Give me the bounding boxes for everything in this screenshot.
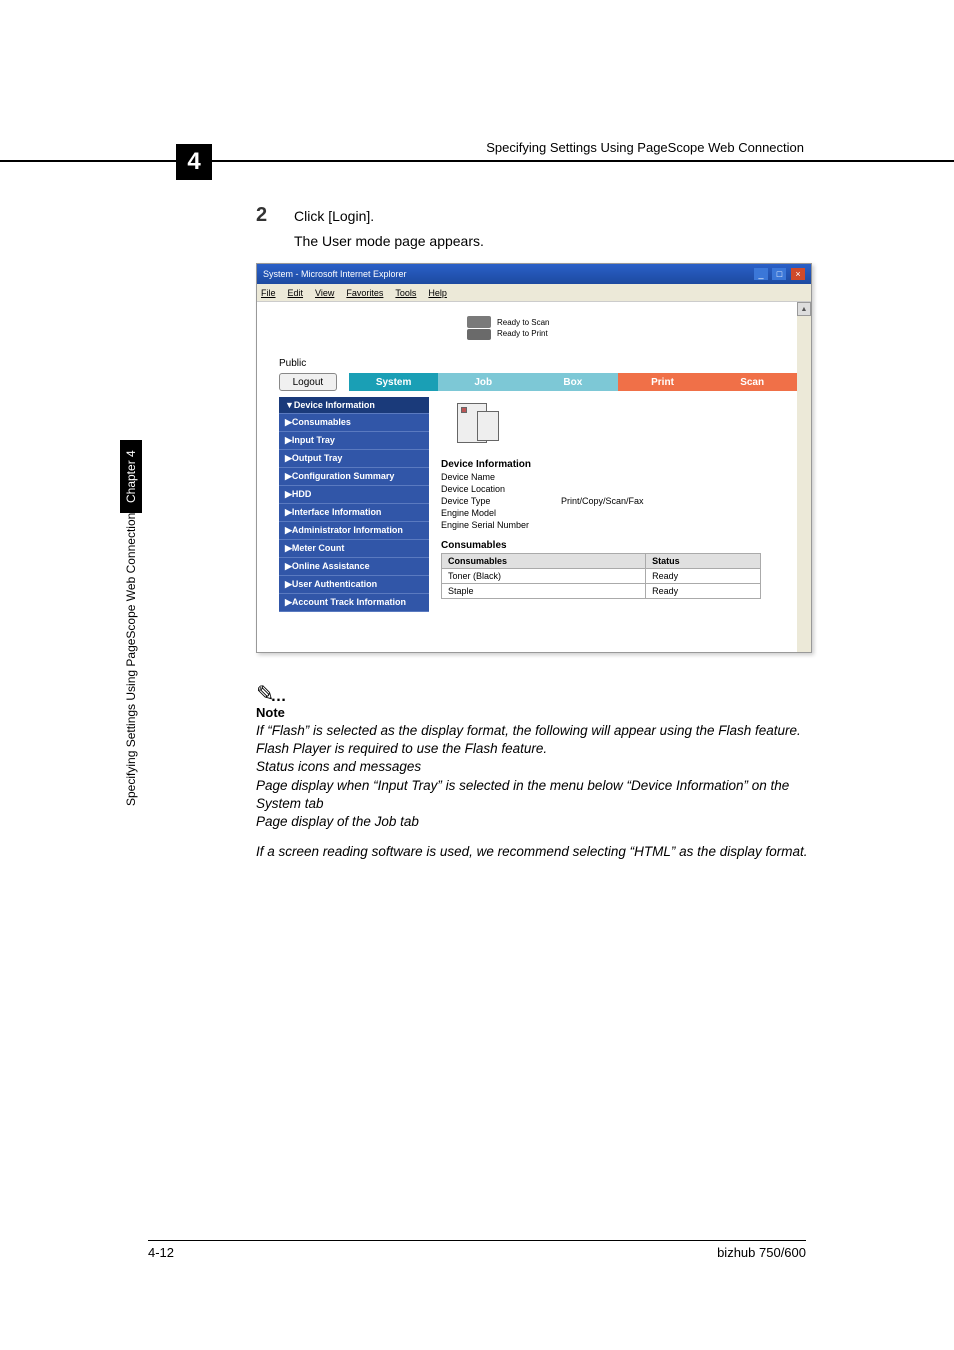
scroll-up-icon[interactable]: ▲ xyxy=(797,302,811,316)
screenshot-body: Ready to Scan Ready to Print Public Logo… xyxy=(257,302,797,652)
nav-account-track[interactable]: ▶Account Track Information xyxy=(279,594,429,612)
menubar: File Edit View Favorites Tools Help xyxy=(257,284,811,302)
nav-input-tray[interactable]: ▶Input Tray xyxy=(279,432,429,450)
screenshot: System - Microsoft Internet Explorer _ □… xyxy=(256,263,812,653)
side-tab-chapter: Chapter 4 xyxy=(120,440,142,513)
note-dots: … xyxy=(270,688,286,705)
menu-view[interactable]: View xyxy=(315,288,334,298)
logout-button[interactable]: Logout xyxy=(279,373,337,391)
info-row: Engine Serial Number xyxy=(441,520,785,530)
menu-file[interactable]: File xyxy=(261,288,276,298)
tab-system[interactable]: System xyxy=(349,373,439,391)
maximize-icon[interactable]: □ xyxy=(772,268,786,280)
info-device-type-l: Device Type xyxy=(441,496,561,506)
col-consumables: Consumables xyxy=(442,554,646,569)
note-body: If “Flash” is selected as the display fo… xyxy=(256,722,812,862)
tab-box[interactable]: Box xyxy=(528,373,618,391)
info-row: Device TypePrint/Copy/Scan/Fax xyxy=(441,496,785,506)
menu-edit[interactable]: Edit xyxy=(288,288,304,298)
cell: Ready xyxy=(646,584,761,599)
public-label: Public xyxy=(279,358,797,369)
menu-tools[interactable]: Tools xyxy=(395,288,416,298)
cell: Ready xyxy=(646,569,761,584)
sidebar-nav: ▼Device Information ▶Consumables ▶Input … xyxy=(279,397,429,612)
table-header-row: Consumables Status xyxy=(442,554,761,569)
nav-online-assist[interactable]: ▶Online Assistance xyxy=(279,558,429,576)
close-icon[interactable]: × xyxy=(791,268,805,280)
note-p5: If a screen reading software is used, we… xyxy=(256,843,812,861)
status-lines: Ready to Scan Ready to Print xyxy=(497,317,549,339)
device-image xyxy=(451,397,505,451)
note-p4: Page display of the Job tab xyxy=(256,813,812,831)
info-row: Engine Model xyxy=(441,508,785,518)
nav-output-tray[interactable]: ▶Output Tray xyxy=(279,450,429,468)
window-buttons: _ □ × xyxy=(752,268,805,280)
nav-admin-info[interactable]: ▶Administrator Information xyxy=(279,522,429,540)
info-row: Device Name xyxy=(441,472,785,482)
side-tab: Specifying Settings Using PageScope Web … xyxy=(120,440,142,816)
menu-help[interactable]: Help xyxy=(428,288,447,298)
footer: 4-12 bizhub 750/600 xyxy=(148,1240,806,1260)
info-engine-sn-l: Engine Serial Number xyxy=(441,520,561,530)
cell: Toner (Black) xyxy=(442,569,646,584)
consumables-table: Consumables Status Toner (Black) Ready S… xyxy=(441,553,761,599)
tab-scan[interactable]: Scan xyxy=(707,373,797,391)
tab-job[interactable]: Job xyxy=(438,373,528,391)
device-info-header: Device Information xyxy=(441,459,785,470)
header-title: Specifying Settings Using PageScope Web … xyxy=(486,140,804,155)
status-line-2: Ready to Print xyxy=(497,328,549,339)
nav-config-summary[interactable]: ▶Configuration Summary xyxy=(279,468,429,486)
note-block: ✎… Note If “Flash” is selected as the di… xyxy=(256,681,812,862)
note-label: Note xyxy=(256,705,812,720)
screenshot-right: Device Information Device Name Device Lo… xyxy=(429,397,797,612)
window-titlebar: System - Microsoft Internet Explorer _ □… xyxy=(257,264,811,284)
tab-row: Logout System Job Box Print Scan xyxy=(279,373,797,391)
cell: Staple xyxy=(442,584,646,599)
info-device-loc-l: Device Location xyxy=(441,484,561,494)
note-p3: Page display when “Input Tray” is select… xyxy=(256,777,812,813)
note-p1: If “Flash” is selected as the display fo… xyxy=(256,722,812,758)
step-number: 2 xyxy=(256,204,294,227)
nav-consumables[interactable]: ▶Consumables xyxy=(279,414,429,432)
chapter-number: 4 xyxy=(176,144,212,180)
side-tab-text: Specifying Settings Using PageScope Web … xyxy=(120,513,142,816)
screenshot-main: ▼Device Information ▶Consumables ▶Input … xyxy=(279,397,797,612)
nav-hdd[interactable]: ▶HDD xyxy=(279,486,429,504)
info-device-type-r: Print/Copy/Scan/Fax xyxy=(561,496,644,506)
col-status: Status xyxy=(646,554,761,569)
header-rule xyxy=(0,160,954,162)
minimize-icon[interactable]: _ xyxy=(754,268,768,280)
tab-print[interactable]: Print xyxy=(618,373,708,391)
info-device-name-l: Device Name xyxy=(441,472,561,482)
info-row: Device Location xyxy=(441,484,785,494)
device-status-icon xyxy=(467,316,491,340)
nav-device-info[interactable]: ▼Device Information xyxy=(279,397,429,414)
consumables-header: Consumables xyxy=(441,540,785,551)
note-p2: Status icons and messages xyxy=(256,758,812,776)
table-row: Staple Ready xyxy=(442,584,761,599)
status-line-1: Ready to Scan xyxy=(497,317,549,328)
page-number: 4-12 xyxy=(148,1245,174,1260)
status-row: Ready to Scan Ready to Print xyxy=(467,316,797,340)
table-row: Toner (Black) Ready xyxy=(442,569,761,584)
nav-interface-info[interactable]: ▶Interface Information xyxy=(279,504,429,522)
window-title: System - Microsoft Internet Explorer xyxy=(263,269,407,279)
step-row: 2 Click [Login]. xyxy=(256,204,812,227)
content: 2 Click [Login]. The User mode page appe… xyxy=(256,204,812,862)
step-subtext: The User mode page appears. xyxy=(294,233,812,249)
nav-user-auth[interactable]: ▶User Authentication xyxy=(279,576,429,594)
step-text: Click [Login]. xyxy=(294,204,374,224)
nav-meter-count[interactable]: ▶Meter Count xyxy=(279,540,429,558)
product-name: bizhub 750/600 xyxy=(717,1245,806,1260)
menu-favorites[interactable]: Favorites xyxy=(346,288,383,298)
info-engine-model-l: Engine Model xyxy=(441,508,561,518)
scrollbar[interactable]: ▲ xyxy=(797,302,811,652)
